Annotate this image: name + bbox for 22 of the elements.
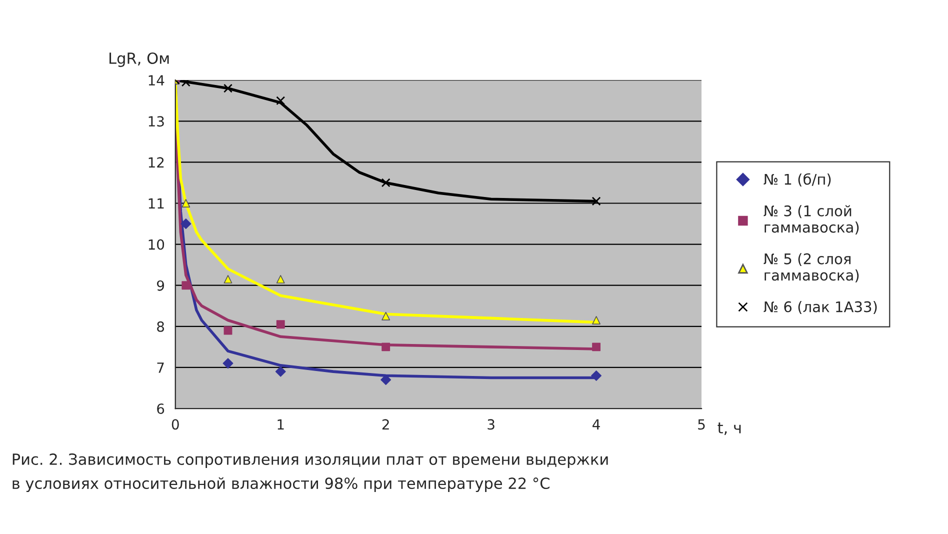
legend-label: № 3 (1 слой гаммавоска) <box>764 205 859 234</box>
y-tick-label: 11 <box>148 198 164 209</box>
y-tick-label: 6 <box>157 403 164 414</box>
x-tick-label: 4 <box>592 419 600 430</box>
x-tick-label: 1 <box>278 419 284 430</box>
y-tick-label: 12 <box>148 157 164 168</box>
legend-label: № 5 (2 слоя гаммавоска) <box>764 253 859 282</box>
x-tick-label: 3 <box>488 419 494 430</box>
x-tick-label: 0 <box>172 419 179 430</box>
y-axis-title: LgR, Ом <box>110 52 169 67</box>
y-tick-label: 9 <box>157 280 164 291</box>
legend-label: № 6 (лак 1А33) <box>764 301 877 314</box>
y-tick-label: 13 <box>148 116 164 127</box>
x-axis-title: t, ч <box>718 422 741 436</box>
x-tick-label: 5 <box>698 419 705 430</box>
y-tick-label: 8 <box>157 321 164 332</box>
text: Рис. 2. Зависимость сопротивления изоляции плат от времени выдержки в условиях относительной влажности 98% при температуре 22 °C <box>12 453 608 492</box>
y-tick-label: 14 <box>148 75 164 86</box>
y-tick-label: 7 <box>157 362 164 373</box>
legend-label: № 1 (б/п) <box>764 173 831 186</box>
x-tick-label: 2 <box>382 419 389 430</box>
y-tick-label: 10 <box>148 239 164 250</box>
